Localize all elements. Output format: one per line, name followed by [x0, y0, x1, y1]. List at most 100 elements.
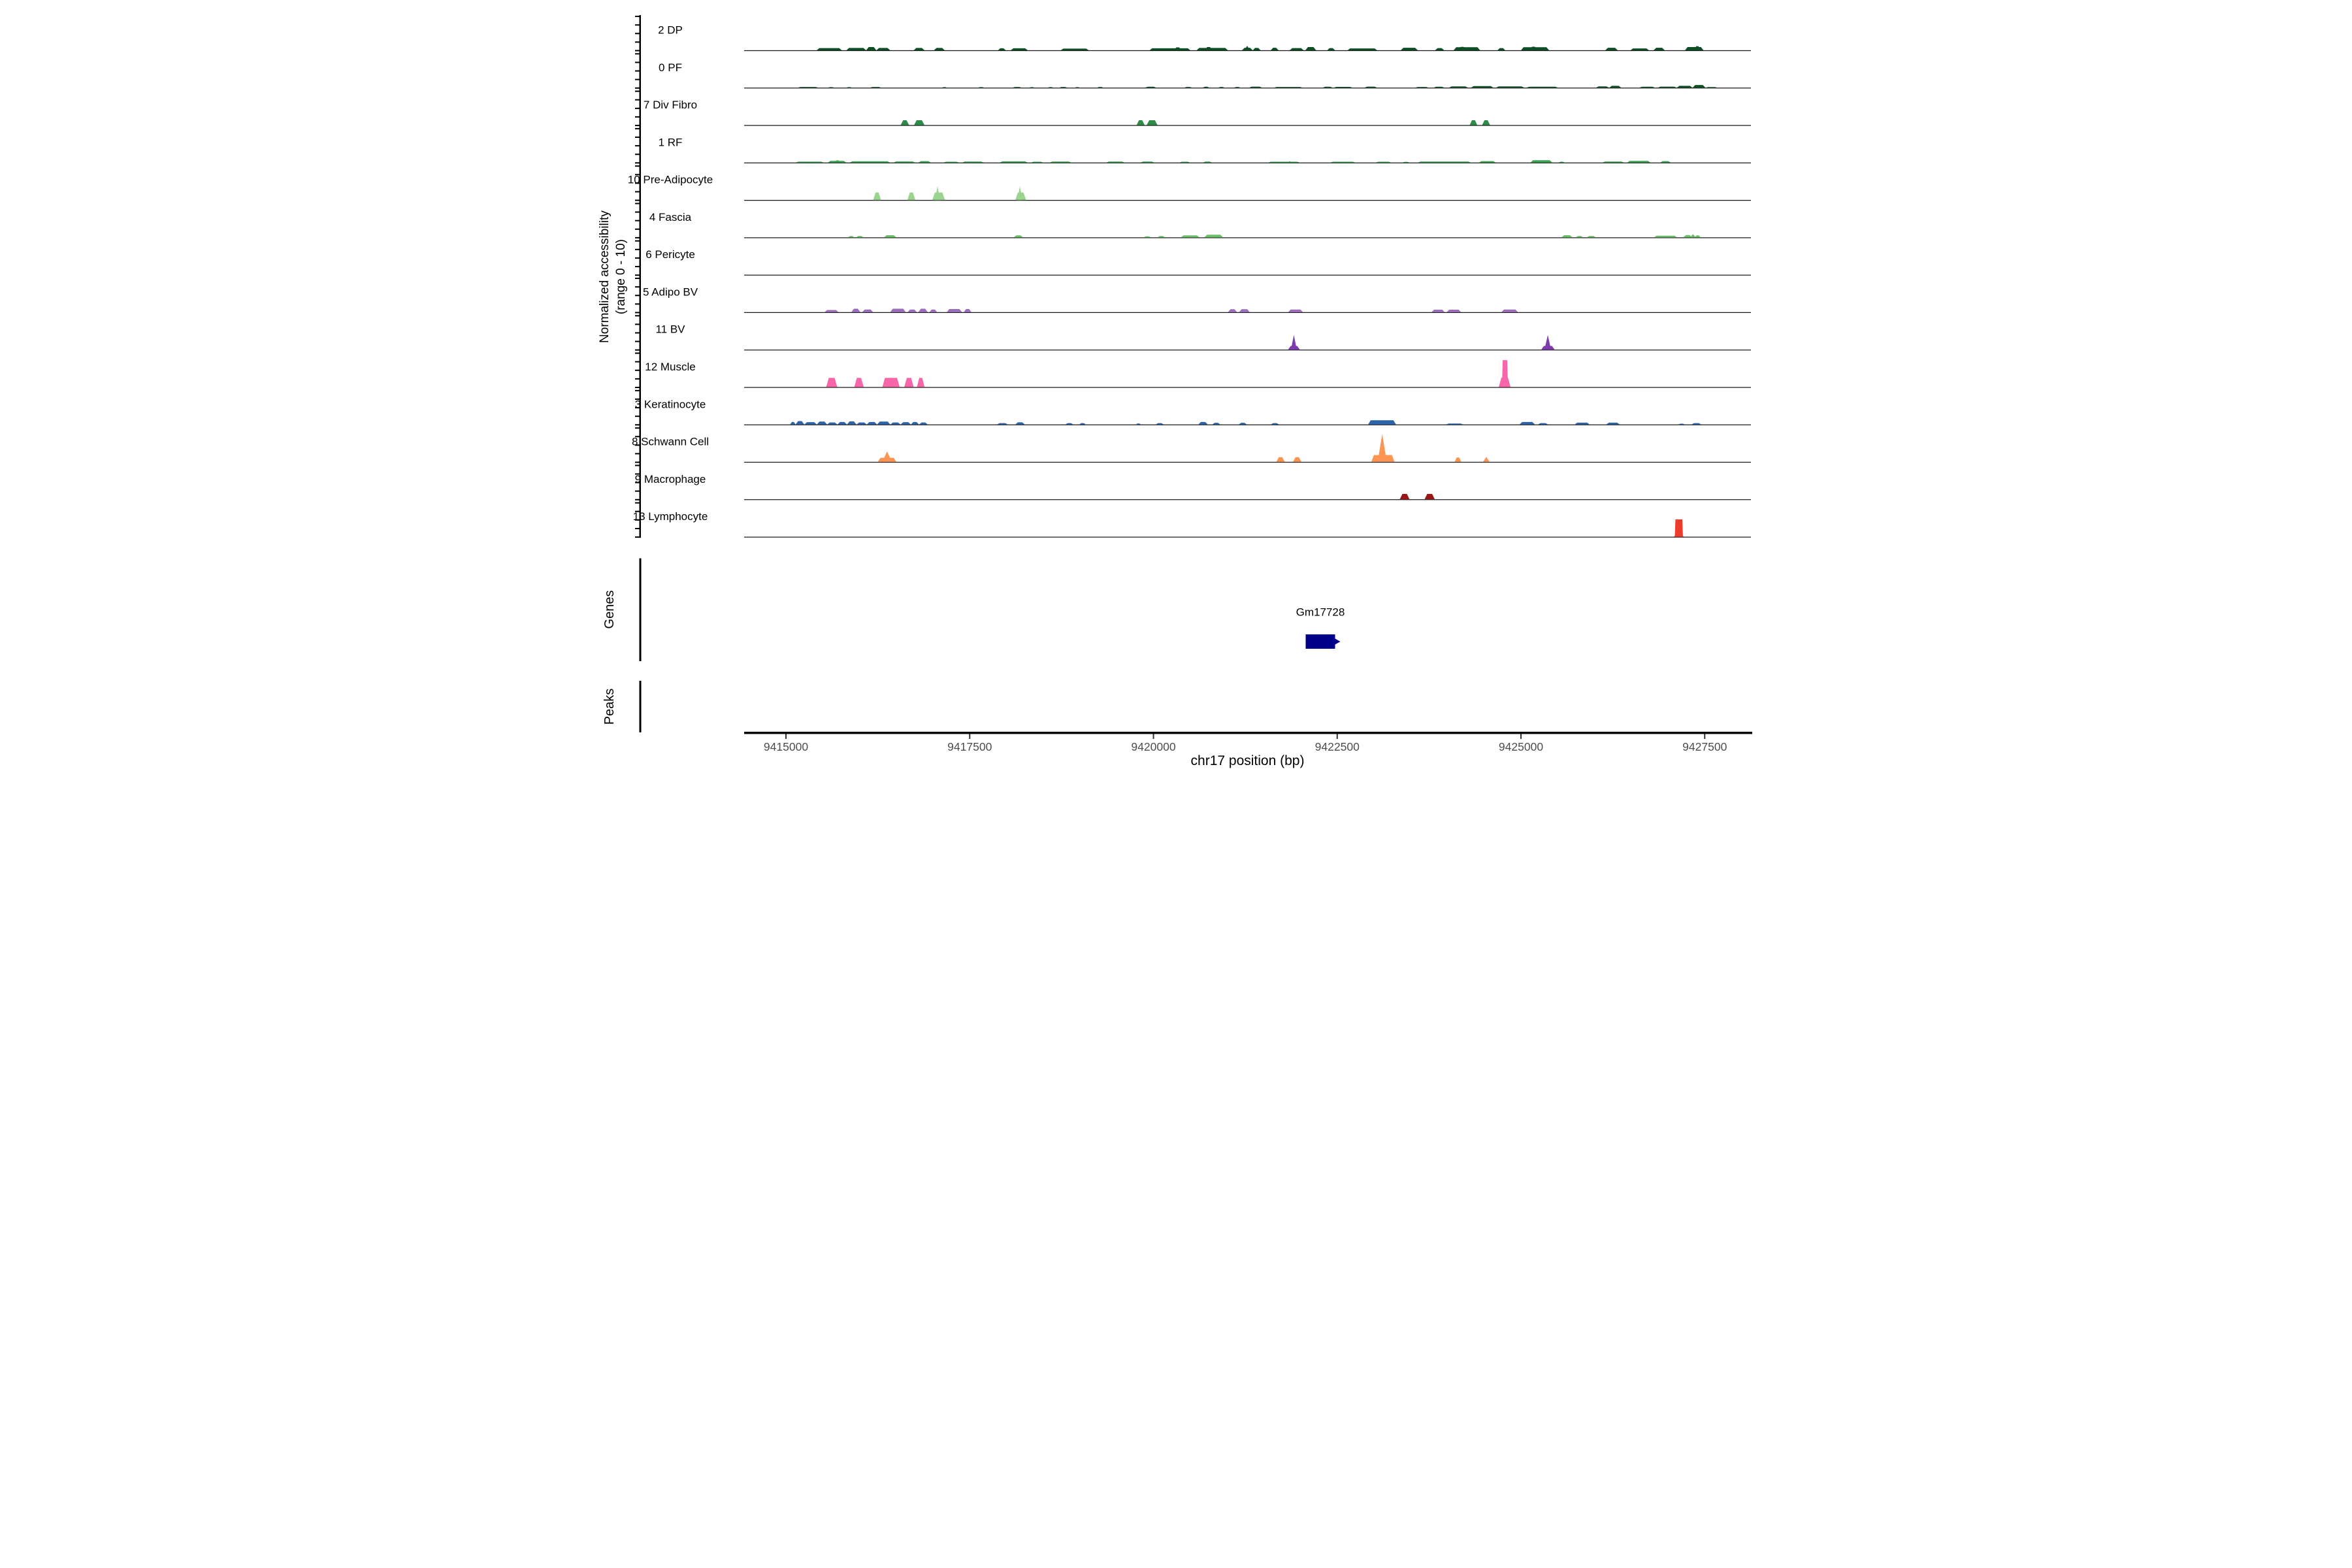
signal-peak — [1198, 421, 1208, 425]
signal-peak — [1013, 235, 1024, 238]
x-axis-tick-label: 9417500 — [947, 740, 992, 753]
signal-peak — [854, 378, 864, 387]
x-axis-tick-label: 9415000 — [764, 740, 808, 753]
gene-strand-arrow-icon — [1335, 638, 1341, 645]
signal-peak — [1288, 309, 1303, 312]
signal-peak — [837, 421, 847, 425]
signal-peak — [1537, 423, 1548, 425]
signal-peak — [1606, 422, 1620, 425]
signal-peak — [1147, 120, 1158, 125]
track-label: 4 Fascia — [649, 211, 692, 223]
signal-peak — [883, 235, 896, 238]
signal-peak — [1526, 86, 1558, 88]
signal-peak — [1017, 186, 1022, 201]
signal-peak — [1575, 236, 1584, 238]
signal-peak — [882, 451, 892, 463]
signal-peak — [1605, 48, 1618, 50]
signal-peak — [804, 422, 817, 425]
signal-peak — [934, 48, 945, 50]
signal-peak — [1136, 120, 1145, 125]
signal-peak — [1530, 160, 1553, 163]
signal-peak — [1233, 87, 1241, 88]
signal-peak — [849, 161, 890, 163]
track-12-muscle: 12 Muscle — [635, 352, 1751, 388]
signal-peak — [919, 422, 928, 425]
x-axis-tick-label: 9420000 — [1131, 740, 1175, 753]
signal-peak — [1030, 161, 1043, 163]
x-axis: 9415000 9417500 9420000 9422500 9425000 94275… — [744, 732, 1752, 768]
signal-peak — [1418, 161, 1471, 163]
gene-name-label: Gm17728 — [1296, 606, 1345, 619]
signal-peak — [1347, 48, 1377, 50]
signal-peak — [1399, 493, 1410, 500]
track-label: 0 PF — [659, 61, 682, 74]
signal-peak — [1529, 46, 1537, 50]
signal-peak — [900, 120, 909, 125]
signal-peak — [790, 421, 796, 425]
signal-peak — [935, 186, 940, 201]
signal-peak — [1501, 309, 1518, 312]
signal-peak — [1446, 310, 1462, 312]
signal-peak — [1453, 47, 1480, 50]
signal-peak — [890, 422, 901, 425]
signal-peak — [834, 160, 841, 163]
signal-peak — [1435, 48, 1445, 50]
signal-peak — [977, 87, 985, 88]
signal-peak — [846, 48, 866, 50]
track-label: 5 Adipo BV — [643, 286, 698, 298]
signal-peak — [1079, 423, 1086, 425]
signal-peak — [996, 423, 1008, 425]
signal-peak — [851, 308, 860, 312]
signal-peak — [1252, 48, 1261, 50]
signal-peak — [1288, 161, 1292, 163]
signal-peak — [1322, 86, 1333, 88]
signal-peak — [893, 161, 915, 163]
signal-peak — [1012, 87, 1022, 88]
signal-peak — [1575, 422, 1590, 425]
signal-peak — [1179, 161, 1190, 163]
signal-peak — [964, 308, 972, 312]
track-10-pre-adipocyte: 10 Pre-Adipocyte — [628, 165, 1751, 201]
signal-peak — [1327, 48, 1335, 50]
signal-peak — [1561, 235, 1573, 238]
signal-peak — [1058, 87, 1068, 88]
x-axis-tick-label: 9425000 — [1499, 740, 1543, 753]
y-axis-title-line1: Normalized accessibility — [598, 210, 612, 343]
signal-peak — [1694, 46, 1701, 50]
signal-peak — [1658, 86, 1677, 88]
signal-peak — [1228, 309, 1237, 312]
signal-peak — [1375, 161, 1392, 163]
signal-peak — [1377, 434, 1387, 463]
signal-peak — [1205, 47, 1213, 50]
signal-peak — [1482, 457, 1490, 463]
signal-peak — [917, 378, 925, 387]
signal-peak — [1245, 45, 1250, 50]
track-7-div-fibro: 7 Div Fibro — [635, 90, 1751, 127]
signal-peak — [795, 161, 824, 163]
signal-peak — [1174, 47, 1182, 50]
signal-peak — [1683, 235, 1693, 238]
signal-peak — [1075, 87, 1080, 88]
signal-peak — [882, 378, 900, 387]
signal-peak — [1431, 310, 1445, 312]
track-4-fascia: 4 Fascia — [635, 203, 1751, 238]
signal-peak — [1140, 161, 1154, 163]
signal-peak — [1469, 120, 1478, 125]
signal-peak — [1401, 161, 1410, 163]
signal-peak — [911, 421, 919, 425]
signal-peak — [1458, 46, 1466, 50]
signal-peak — [873, 192, 881, 201]
x-axis-line — [744, 732, 1752, 734]
signal-peak — [1184, 87, 1193, 88]
track-3-keratinocyte: 3 Keratinocyte — [635, 389, 1751, 426]
signal-peak — [1203, 161, 1213, 163]
track-label: 1 RF — [659, 136, 683, 148]
peaks-section: Peaks — [602, 681, 642, 732]
signal-peak — [1495, 86, 1525, 88]
track-8-schwann-cell: 8 Schwann Cell — [632, 427, 1751, 463]
signal-peak — [1446, 423, 1463, 425]
signal-peak — [1674, 519, 1683, 537]
signal-peak — [1276, 457, 1285, 463]
signal-peak — [1145, 86, 1156, 88]
signal-peak — [947, 308, 962, 312]
